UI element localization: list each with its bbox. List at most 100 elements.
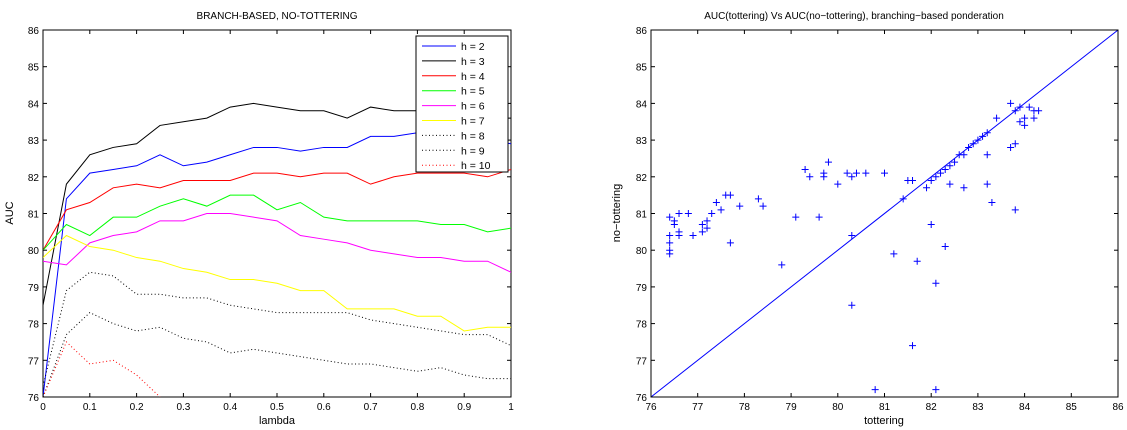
scatter-point — [1021, 114, 1029, 122]
left-y-axis-ticks: 76 77 78 79 80 81 82 83 84 85 86 — [28, 26, 511, 404]
x-tick-label: 0 — [40, 402, 46, 413]
x-tick-label: 1 — [508, 402, 514, 413]
right-chart-title: AUC(tottering) Vs AUC(no−tottering), bra… — [704, 11, 1004, 22]
scatter-point — [675, 210, 683, 217]
y-tick-label: 82 — [28, 173, 40, 184]
scatter-point — [834, 180, 842, 188]
scatter-point — [666, 239, 674, 247]
x-tick-label: 79 — [786, 402, 798, 413]
x-tick-label: 0.6 — [317, 402, 331, 413]
y-tick-label: 82 — [636, 173, 648, 184]
tottering-scatter-chart: AUC(tottering) Vs AUC(no−tottering), bra… — [611, 11, 1124, 427]
scatter-point — [988, 198, 996, 206]
y-tick-label: 83 — [636, 136, 648, 147]
scatter-point — [848, 173, 856, 181]
series-line-6 — [43, 234, 511, 332]
lambda-auc-line-chart: BRANCH-BASED, NO-TOTTERING 0 0.1 0.2 0.3 0.4… — [4, 11, 514, 427]
x-tick-label: 81 — [879, 402, 891, 413]
scatter-point — [778, 261, 786, 269]
scatter-point — [969, 140, 977, 148]
scatter-point — [951, 158, 959, 166]
scatter-point — [717, 206, 725, 214]
scatter-point — [708, 210, 716, 217]
scatter-point — [871, 386, 879, 394]
scatter-point — [1011, 206, 1019, 214]
scatter-point — [759, 202, 767, 210]
scatter-point — [703, 224, 711, 232]
y-tick-label: 85 — [28, 63, 40, 74]
scatter-point — [946, 162, 954, 170]
scatter-point — [993, 114, 1001, 122]
legend-label: h = 7 — [461, 116, 485, 128]
right-x-axis-ticks: 76 77 78 79 80 81 82 83 84 85 86 — [645, 30, 1124, 413]
scatter-point — [913, 257, 921, 265]
y-tick-label: 78 — [28, 320, 40, 331]
x-tick-label: 84 — [1019, 402, 1031, 413]
scatter-point — [698, 228, 706, 236]
scatter-point — [712, 198, 720, 206]
x-tick-label: 77 — [692, 402, 704, 413]
scatter-point — [1016, 118, 1024, 126]
scatter-points-group — [666, 99, 1043, 394]
scatter-point — [862, 169, 870, 177]
identity-reference-line — [650, 29, 1119, 398]
scatter-point — [932, 279, 940, 287]
x-tick-label: 0.5 — [270, 402, 284, 413]
series-line-9 — [43, 341, 161, 397]
scatter-point — [806, 173, 814, 181]
scatter-point — [1007, 99, 1015, 107]
scatter-point — [881, 169, 888, 177]
scatter-point — [666, 232, 674, 240]
scatter-point — [932, 386, 940, 394]
scatter-point — [960, 151, 968, 159]
x-tick-label: 0.8 — [410, 402, 424, 413]
scatter-point — [937, 169, 945, 177]
x-tick-label: 0.4 — [223, 402, 237, 413]
legend-label: h = 3 — [461, 56, 485, 68]
legend-box — [415, 35, 509, 173]
scatter-point — [792, 213, 800, 221]
y-tick-label: 81 — [636, 210, 648, 221]
y-tick-label: 84 — [28, 99, 40, 110]
y-tick-label: 84 — [636, 99, 648, 110]
x-tick-label: 76 — [645, 402, 657, 413]
series-line-7 — [43, 271, 511, 387]
scatter-point — [1021, 121, 1029, 129]
legend-label: h = 4 — [461, 71, 485, 83]
scatter-point — [1030, 107, 1038, 115]
legend-label: h = 8 — [461, 130, 485, 142]
left-y-axis-label: AUC — [4, 201, 16, 224]
x-tick-label: 0.3 — [176, 402, 190, 413]
series-line-4 — [43, 194, 511, 251]
y-tick-label: 85 — [636, 63, 648, 74]
scatter-point — [899, 195, 907, 203]
scatter-point — [801, 165, 809, 173]
y-tick-label: 78 — [636, 320, 648, 331]
scatter-point — [1016, 103, 1024, 111]
y-tick-label: 77 — [28, 356, 40, 367]
legend-label: h = 9 — [461, 145, 485, 157]
y-tick-label: 86 — [28, 26, 40, 37]
y-tick-label: 76 — [636, 393, 648, 404]
scatter-point — [932, 173, 940, 181]
left-chart-legend: h = 2 h = 3 h = 4 h = 5 h = 6 h = 7 h = 8 h = 9… — [415, 35, 509, 173]
scatter-point — [666, 213, 674, 221]
scatter-point — [923, 184, 931, 192]
scatter-point — [684, 210, 692, 217]
scatter-point — [983, 129, 991, 137]
scatter-point — [726, 191, 734, 199]
scatter-point — [927, 176, 935, 184]
scatter-point — [946, 180, 954, 188]
scatter-point — [843, 169, 851, 177]
y-tick-label: 79 — [28, 283, 40, 294]
x-tick-label: 0.7 — [364, 402, 378, 413]
right-x-axis-label: tottering — [864, 415, 904, 427]
y-tick-label: 80 — [28, 246, 40, 257]
scatter-point — [666, 250, 674, 258]
x-tick-label: 86 — [1112, 402, 1124, 413]
x-tick-label: 0.2 — [130, 402, 144, 413]
scatter-point — [726, 239, 734, 247]
right-y-axis-ticks: 76 77 78 79 80 81 82 83 84 85 86 — [636, 26, 1118, 404]
scatter-point — [852, 169, 860, 177]
scatter-point — [703, 217, 711, 225]
